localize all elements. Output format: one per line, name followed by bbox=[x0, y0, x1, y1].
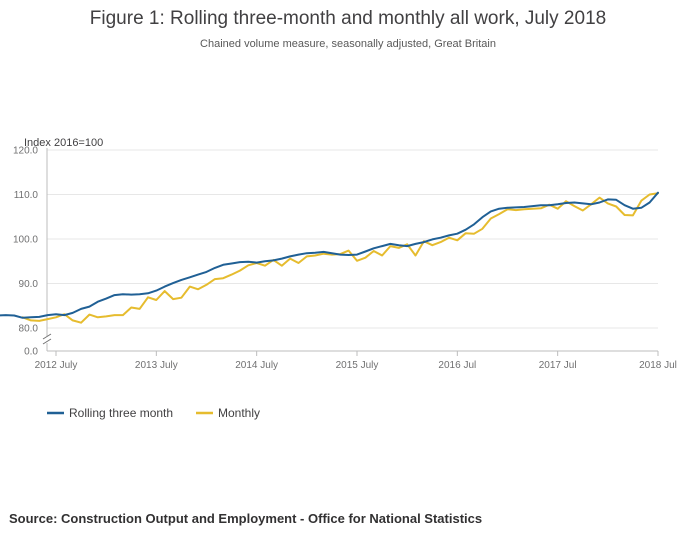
series-line-monthly bbox=[21, 192, 659, 324]
legend: Rolling three month Monthly bbox=[47, 406, 260, 420]
x-tick-label: 2012 July bbox=[35, 360, 78, 371]
series-lines bbox=[0, 191, 659, 324]
x-tick-label: 2013 July bbox=[135, 360, 178, 371]
series-line-rolling-three-month bbox=[0, 191, 659, 319]
y-tick-label: 110.0 bbox=[14, 190, 39, 201]
y-axis: 120.0 110.0 100.0 90.0 80.0 0.0 bbox=[13, 146, 52, 358]
gridlines bbox=[47, 149, 658, 329]
chart-title: Figure 1: Rolling three-month and monthl… bbox=[89, 8, 607, 29]
y-tick-label: 90.0 bbox=[19, 279, 39, 290]
x-tick-label: 2016 Jul bbox=[438, 360, 476, 371]
x-tick-label: 2017 Jul bbox=[539, 360, 577, 371]
legend-label-rolling: Rolling three month bbox=[69, 406, 173, 420]
x-tick-label: 2018 Jul bbox=[639, 360, 677, 371]
legend-label-monthly: Monthly bbox=[218, 406, 260, 420]
axis-break-mark bbox=[42, 333, 52, 345]
x-tick-label: 2014 July bbox=[235, 360, 278, 371]
x-axis: 2012 July 2013 July 2014 July 2015 July 2016… bbox=[35, 350, 677, 371]
y-tick-label: 100.0 bbox=[13, 235, 38, 246]
y-tick-label: 0.0 bbox=[24, 347, 38, 358]
y-tick-label: 80.0 bbox=[19, 324, 39, 335]
chart-subtitle: Chained volume measure, seasonally adjus… bbox=[200, 38, 496, 50]
source-note: Source: Construction Output and Employme… bbox=[9, 511, 483, 526]
y-tick-label: 120.0 bbox=[13, 146, 38, 157]
x-tick-label: 2015 July bbox=[336, 360, 379, 371]
y-axis-label: Index 2016=100 bbox=[24, 137, 103, 149]
